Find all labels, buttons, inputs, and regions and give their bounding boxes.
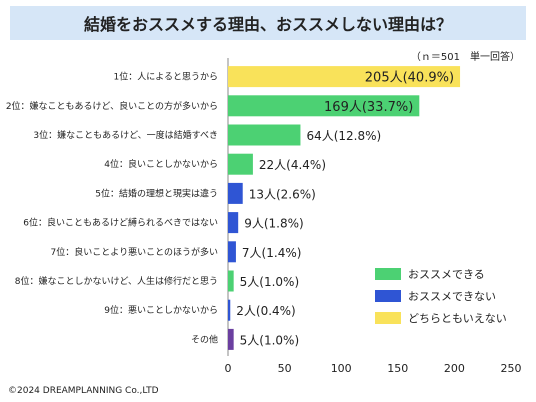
bar [228,124,301,146]
x-tick-label: 250 [501,362,522,375]
legend-swatch [375,268,401,280]
bar [228,153,253,175]
category-label: 5位：結婚の理想と現実は違う [95,187,218,199]
legend-label: おススメできない [408,290,496,303]
copyright: ©2024 DREAMPLANNING Co.,LTD [8,386,159,396]
category-label: 2位：嫌なこともあるけど、良いことの方が多いから [6,100,218,112]
x-tick-label: 150 [387,362,408,375]
data-label: 2人(0.4%) [236,304,296,318]
bar [228,182,243,204]
category-label: 8位：嫌なことしかないけど、人生は修行だと思う [15,275,218,287]
data-label: 169人(33.7%) [324,100,413,115]
legend-label: おススメできる [408,268,485,281]
bar [228,299,231,321]
sample-note: （ｎ＝501 単一回答） [410,52,520,63]
category-label: その他 [191,333,218,345]
data-label: 5人(1.0%) [240,333,300,347]
data-label: 64人(12.8%) [306,129,381,143]
legend-label: どちらともいえない [408,312,507,325]
x-tick-label: 50 [278,362,292,375]
data-label: 5人(1.0%) [240,275,300,289]
data-label: 9人(1.8%) [244,217,303,231]
bar [228,95,420,117]
chart-title: 結婚をおススメする理由、おススメしない理由は？ [10,6,526,40]
data-label: 205人(40.9%) [365,71,454,86]
category-label: 4位：良いことしかないから [104,158,218,170]
category-label: 3位：嫌なこともあるけど、一度は結婚すべき [33,129,218,141]
legend-swatch [375,290,401,302]
data-label: 22人(4.4%) [259,158,326,172]
bar [228,328,234,350]
bar [228,241,236,263]
data-label: 7人(1.4%) [242,246,302,260]
x-tick-label: 100 [331,362,352,375]
bar [228,212,239,234]
x-tick-label: 0 [225,362,232,375]
data-label: 13人(2.6%) [249,187,316,201]
category-label: 7位：良いことより悪いことのほうが多い [51,246,218,258]
category-label: 6位：良いこともあるけど縛られるべきではない [23,217,218,229]
legend-swatch [375,312,401,324]
bar [228,66,461,88]
category-label: 1位：人によると思うから [114,71,218,83]
category-label: 9位：悪いことしかないから [104,304,218,316]
x-tick-label: 200 [444,362,465,375]
bar [228,270,234,292]
